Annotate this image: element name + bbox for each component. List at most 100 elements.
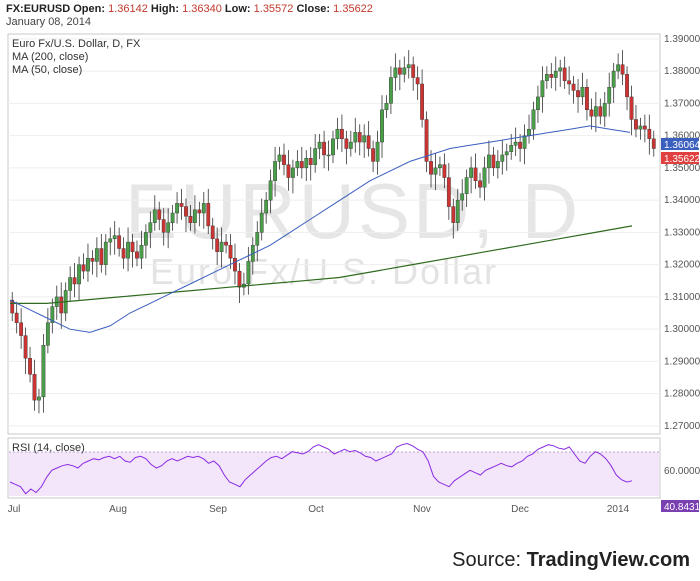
candle xyxy=(424,111,429,173)
candle xyxy=(130,234,135,268)
x-tick-label: Dec xyxy=(511,504,529,515)
candle xyxy=(19,308,24,349)
candle xyxy=(86,243,90,282)
y-tick-label: 1.36000 xyxy=(664,131,700,142)
candle xyxy=(362,124,367,158)
candle xyxy=(121,237,126,269)
rsi-tag-value: 40.8431 xyxy=(664,502,700,513)
price-tag-value: 1.35622 xyxy=(664,154,700,165)
candle xyxy=(335,117,340,150)
candle xyxy=(616,53,621,80)
candle xyxy=(442,153,447,189)
candle xyxy=(23,327,28,374)
candle xyxy=(99,234,104,273)
candle xyxy=(161,208,166,246)
candle xyxy=(175,192,179,224)
candle xyxy=(179,188,184,220)
y-tick-label: 1.37000 xyxy=(664,98,700,109)
candle xyxy=(464,169,469,207)
candle xyxy=(509,134,514,160)
rsi-line xyxy=(9,442,633,495)
candle xyxy=(184,198,188,233)
candle xyxy=(295,150,300,176)
rsi-tag xyxy=(661,500,699,512)
price-pane xyxy=(7,33,661,435)
candle xyxy=(259,198,264,241)
open-label: Open: xyxy=(73,3,106,15)
candle xyxy=(384,95,389,118)
candle xyxy=(353,117,358,153)
candle xyxy=(59,282,64,329)
candle xyxy=(380,95,384,158)
y-tick-label: 1.30000 xyxy=(664,324,700,335)
candle xyxy=(166,208,171,249)
candle xyxy=(50,298,55,334)
candle xyxy=(611,63,616,104)
candle xyxy=(500,140,505,175)
candle xyxy=(576,79,580,113)
candle xyxy=(473,153,478,189)
candle xyxy=(273,146,277,197)
candle xyxy=(246,246,251,295)
rsi-tick: 60.0000 xyxy=(664,466,700,477)
candle xyxy=(518,134,523,162)
candle xyxy=(634,104,638,138)
candle xyxy=(322,130,326,169)
y-tick-label: 1.33000 xyxy=(664,227,700,238)
candle xyxy=(585,79,589,121)
legend-ma200: MA (200, close) xyxy=(12,51,88,63)
time-axis: Jul Aug Sep Oct Nov Dec 2014 xyxy=(8,504,630,515)
candle xyxy=(562,56,567,89)
candles xyxy=(10,50,656,414)
candle xyxy=(126,227,130,272)
candle xyxy=(103,234,108,276)
candle xyxy=(625,66,629,111)
candle xyxy=(148,211,153,249)
candle xyxy=(406,50,411,79)
candle xyxy=(37,388,41,414)
legend-ma50: MA (50, close) xyxy=(12,64,82,76)
source-prefix: Source: xyxy=(452,549,527,571)
candle xyxy=(117,227,122,257)
candle xyxy=(317,134,322,160)
candle xyxy=(487,140,491,184)
ma50-tag xyxy=(661,138,699,150)
candle xyxy=(326,140,331,171)
candle xyxy=(638,117,643,140)
candle xyxy=(210,217,215,250)
candle xyxy=(469,156,474,194)
candle xyxy=(237,263,242,304)
candle xyxy=(397,59,402,91)
y-tick-label: 1.38000 xyxy=(664,66,700,77)
candle xyxy=(629,85,634,136)
y-tick-label: 1.39000 xyxy=(664,34,700,45)
candle xyxy=(602,92,607,127)
candle xyxy=(580,72,585,105)
y-tick-label: 1.32000 xyxy=(664,260,700,271)
candle xyxy=(255,221,260,262)
candle xyxy=(549,63,554,89)
legend-rsi: RSI (14, close) xyxy=(12,442,85,454)
candle xyxy=(536,85,540,124)
candle xyxy=(366,121,371,157)
candle xyxy=(433,153,438,191)
candle xyxy=(81,253,86,280)
candle xyxy=(282,143,286,176)
y-tick-label: 1.35000 xyxy=(664,163,700,174)
y-tick-label: 1.34000 xyxy=(664,195,700,206)
source-brand: TradingView.com xyxy=(526,549,690,571)
candle xyxy=(544,66,549,89)
x-tick-label: Aug xyxy=(109,504,127,515)
candle xyxy=(478,172,482,198)
candle xyxy=(215,227,220,265)
candle xyxy=(491,146,496,176)
candle xyxy=(415,66,420,100)
source-credit: Source: TradingView.com xyxy=(452,549,690,572)
candle xyxy=(420,69,424,128)
candle xyxy=(647,114,652,155)
candle xyxy=(224,234,228,254)
price-grid xyxy=(8,38,660,427)
x-tick-label: 2014 xyxy=(607,504,630,515)
candle xyxy=(170,204,175,231)
candle xyxy=(228,234,233,269)
